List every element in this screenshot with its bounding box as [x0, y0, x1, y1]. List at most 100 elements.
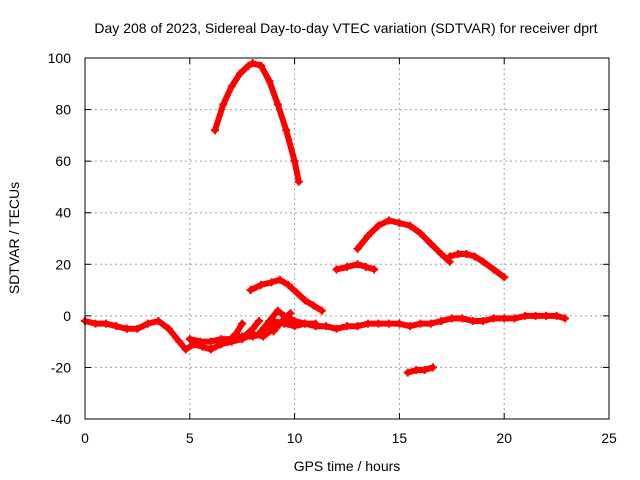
- data-point: [479, 317, 488, 326]
- data-point: [248, 324, 257, 333]
- series-baseline: [81, 311, 569, 354]
- data-point: [196, 337, 205, 346]
- data-point: [353, 244, 362, 253]
- data-point: [278, 317, 287, 326]
- data-point: [542, 311, 551, 320]
- series-arc-12-14: [332, 260, 379, 274]
- series-mid-arc: [246, 275, 326, 315]
- data-point: [273, 306, 282, 315]
- data-point: [462, 249, 471, 258]
- data-point: [301, 296, 310, 305]
- data-point: [437, 249, 446, 258]
- series-low-segment: [403, 363, 437, 377]
- data-point: [395, 319, 404, 328]
- data-point: [437, 317, 446, 326]
- y-tick-label: 0: [63, 308, 71, 324]
- x-tick-label: 20: [496, 430, 512, 446]
- data-point: [248, 332, 257, 341]
- data-point: [164, 324, 173, 333]
- data-point: [265, 77, 274, 86]
- data-point: [311, 319, 320, 328]
- series-line: [212, 60, 302, 185]
- data-point: [231, 329, 240, 338]
- y-tick-label: 60: [55, 153, 71, 169]
- data-point: [292, 319, 301, 328]
- series-arc-17-20: [445, 249, 509, 282]
- data-point: [112, 322, 121, 331]
- data-point: [447, 314, 456, 323]
- data-point: [286, 309, 295, 318]
- data-point: [479, 257, 488, 266]
- data-point: [428, 363, 437, 372]
- data-point: [363, 319, 372, 328]
- data-point: [361, 262, 370, 271]
- data-point: [143, 319, 152, 328]
- data-point: [269, 327, 278, 336]
- data-point: [254, 317, 263, 326]
- data-point: [426, 239, 435, 248]
- data-point: [284, 280, 293, 289]
- data-point: [290, 157, 299, 166]
- data-point: [257, 327, 266, 336]
- data-point: [154, 317, 163, 326]
- data-point: [257, 61, 266, 70]
- data-point: [292, 288, 301, 297]
- data-point: [416, 319, 425, 328]
- data-point: [309, 301, 318, 310]
- data-point: [412, 366, 421, 375]
- data-point: [181, 345, 190, 354]
- data-point: [343, 322, 351, 331]
- data-point: [468, 317, 477, 326]
- data-point: [275, 275, 284, 284]
- data-point: [370, 265, 379, 274]
- data-point: [301, 319, 310, 328]
- data-point: [240, 332, 249, 341]
- data-point: [206, 337, 215, 346]
- data-point: [470, 252, 479, 261]
- series-ramp2: [240, 317, 263, 341]
- data-point: [395, 219, 404, 228]
- data-point: [265, 317, 274, 326]
- y-tick-label: 80: [55, 102, 71, 118]
- data-point: [206, 345, 215, 354]
- data-point: [552, 311, 561, 320]
- x-tick-label: 10: [287, 430, 303, 446]
- data-point: [403, 368, 412, 377]
- data-point: [420, 366, 429, 375]
- data-point: [416, 229, 425, 238]
- data-point: [217, 335, 226, 344]
- data-point: [531, 311, 540, 320]
- data-point: [294, 177, 303, 186]
- data-point: [332, 265, 341, 274]
- x-tick-label: 0: [81, 430, 89, 446]
- series-line: [404, 364, 436, 376]
- series-arc-13-17: [353, 216, 454, 266]
- data-point: [500, 273, 509, 282]
- data-point: [374, 221, 383, 230]
- series-peak-arc: [210, 59, 303, 186]
- data-point: [248, 59, 257, 68]
- data-point: [122, 324, 131, 333]
- data-point: [560, 314, 569, 323]
- data-point: [227, 82, 236, 91]
- data-point: [343, 262, 351, 271]
- data-point: [454, 249, 463, 258]
- x-tick-label: 25: [601, 430, 617, 446]
- data-point: [267, 278, 276, 287]
- data-point: [322, 322, 331, 331]
- data-point: [317, 306, 326, 315]
- series-line: [354, 217, 453, 265]
- y-tick-label: -20: [51, 359, 71, 375]
- data-point: [175, 337, 184, 346]
- data-point: [236, 69, 245, 78]
- data-point: [445, 252, 454, 261]
- data-point: [384, 216, 393, 225]
- x-tick-label: 5: [186, 430, 194, 446]
- data-point: [246, 286, 255, 295]
- data-point: [210, 126, 219, 135]
- y-tick-label: -40: [51, 411, 71, 427]
- data-point: [374, 319, 383, 328]
- x-axis-label: GPS time / hours: [294, 458, 401, 474]
- data-point: [244, 61, 253, 70]
